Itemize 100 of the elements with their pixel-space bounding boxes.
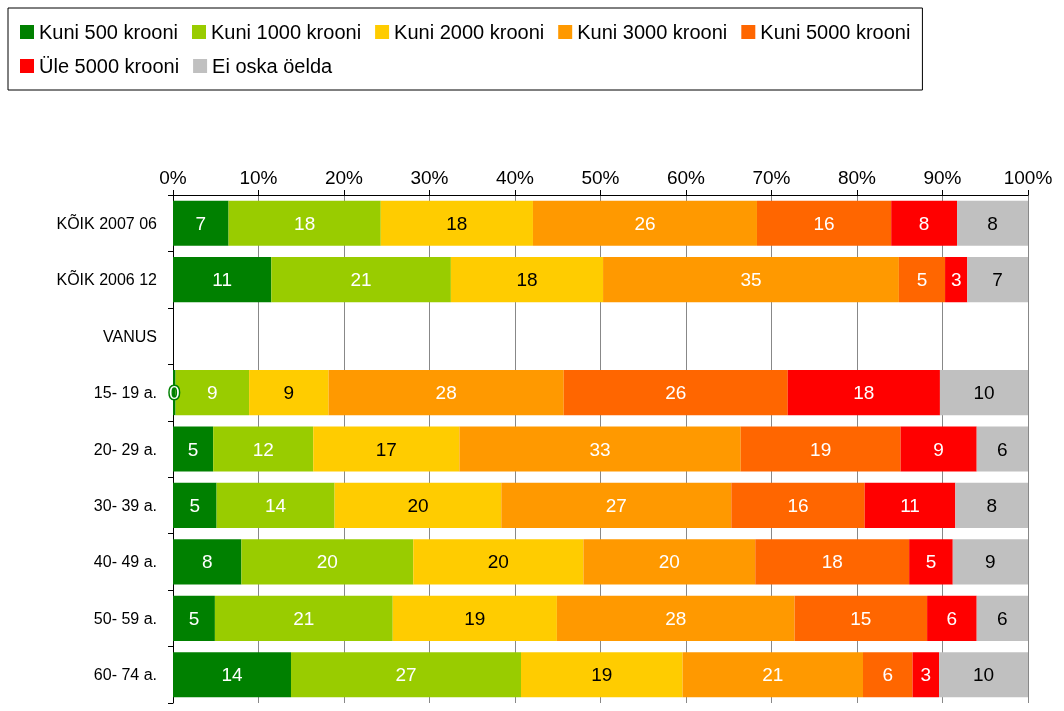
bar <box>583 539 756 585</box>
data-label: 27 <box>395 664 417 686</box>
bar <box>731 482 865 529</box>
y-tick-label: 50- 59 a. <box>93 609 157 627</box>
data-label: 11 <box>900 494 920 516</box>
data-label: 9 <box>933 438 944 460</box>
bar <box>213 426 314 472</box>
data-label: 10 <box>973 382 995 404</box>
bar <box>532 200 757 246</box>
x-tick-label: 80% <box>837 167 877 188</box>
data-label: 9 <box>985 551 996 573</box>
data-label: 20 <box>658 551 680 573</box>
bar <box>891 200 958 246</box>
data-label: 26 <box>665 382 687 404</box>
bar <box>976 595 1028 641</box>
bar <box>173 652 291 698</box>
x-tick-label: 60% <box>666 167 706 188</box>
bar <box>413 539 584 585</box>
bar <box>173 482 217 529</box>
data-label: 19 <box>591 664 613 686</box>
data-label: 8 <box>918 212 930 234</box>
bar <box>173 200 229 246</box>
x-tick-label: 90% <box>923 167 962 188</box>
data-label: 6 <box>882 664 894 686</box>
bar <box>740 426 901 472</box>
bar <box>271 257 451 303</box>
data-label: 6 <box>997 438 1008 460</box>
data-label: 19 <box>464 607 486 629</box>
data-label: 20 <box>487 551 509 573</box>
bar <box>173 595 215 641</box>
bar <box>939 369 1028 416</box>
data-label: 9 <box>207 382 218 404</box>
data-label: 6 <box>946 607 958 629</box>
data-label: 14 <box>221 664 243 686</box>
data-label: 20 <box>407 494 429 516</box>
bar <box>214 595 393 641</box>
bar <box>173 257 272 303</box>
data-label: 17 <box>375 438 397 460</box>
data-label: 11 <box>212 269 233 291</box>
data-label: 21 <box>293 607 315 629</box>
data-label: 18 <box>853 382 875 404</box>
data-label: 8 <box>986 494 997 516</box>
y-tick-label: 30- 39 a. <box>93 496 157 514</box>
bar <box>955 482 1028 529</box>
bar <box>957 200 1028 246</box>
bar <box>755 539 910 585</box>
bar <box>313 426 460 472</box>
x-tick-label: 50% <box>581 167 620 188</box>
data-label: 21 <box>350 269 372 291</box>
data-label: 14 <box>265 494 287 516</box>
bar <box>898 257 946 303</box>
bar <box>603 257 899 303</box>
data-label: 20 <box>316 551 338 573</box>
bar <box>450 257 604 303</box>
bar <box>862 652 913 698</box>
data-label: 16 <box>813 212 835 234</box>
data-label: 27 <box>605 494 627 516</box>
bar <box>682 652 863 698</box>
bar <box>756 200 892 246</box>
data-label: 18 <box>516 269 538 291</box>
y-tick-label: 15- 19 a. <box>93 384 157 402</box>
y-tick-label: 40- 49 a. <box>93 553 157 571</box>
x-tick-label: 0% <box>159 167 187 188</box>
legend-label: Ei oska öelda <box>212 55 334 77</box>
data-label: 18 <box>294 212 316 234</box>
data-label: 3 <box>920 664 932 686</box>
data-label: 8 <box>987 212 998 234</box>
y-tick-label: KÕIK 2006 12 <box>56 269 158 289</box>
bar <box>556 595 795 641</box>
legend-label: Kuni 5000 krooni <box>760 21 911 43</box>
bar <box>328 369 564 416</box>
bar <box>563 369 788 416</box>
data-label: 28 <box>665 607 687 629</box>
data-label: 15 <box>850 607 872 629</box>
data-label: 10 <box>972 664 995 686</box>
bar <box>380 200 533 246</box>
bar <box>927 595 977 641</box>
bar <box>228 200 381 246</box>
legend-label: Kuni 1000 krooni <box>210 21 362 43</box>
bar <box>459 426 741 472</box>
bar <box>173 539 242 585</box>
data-label: 7 <box>992 269 1003 291</box>
data-label: 8 <box>201 551 213 573</box>
data-label: 9 <box>283 382 295 404</box>
x-tick-label: 70% <box>752 167 791 188</box>
bar <box>864 482 956 529</box>
x-tick-label: 40% <box>495 167 535 188</box>
legend-label: Üle 5000 krooni <box>39 55 180 77</box>
bar <box>249 369 329 416</box>
bar <box>939 652 1028 698</box>
data-label: 12 <box>252 438 274 460</box>
data-label: 35 <box>740 269 762 291</box>
x-tick-label: 30% <box>410 167 449 188</box>
data-label: 19 <box>810 438 832 460</box>
bar <box>967 257 1028 303</box>
legend-label: Kuni 500 krooni <box>39 21 178 43</box>
x-tick-label: 10% <box>239 167 278 188</box>
x-tick-label: 20% <box>324 167 364 188</box>
bar <box>520 652 683 698</box>
legend-label: Kuni 2000 krooni <box>394 21 545 43</box>
